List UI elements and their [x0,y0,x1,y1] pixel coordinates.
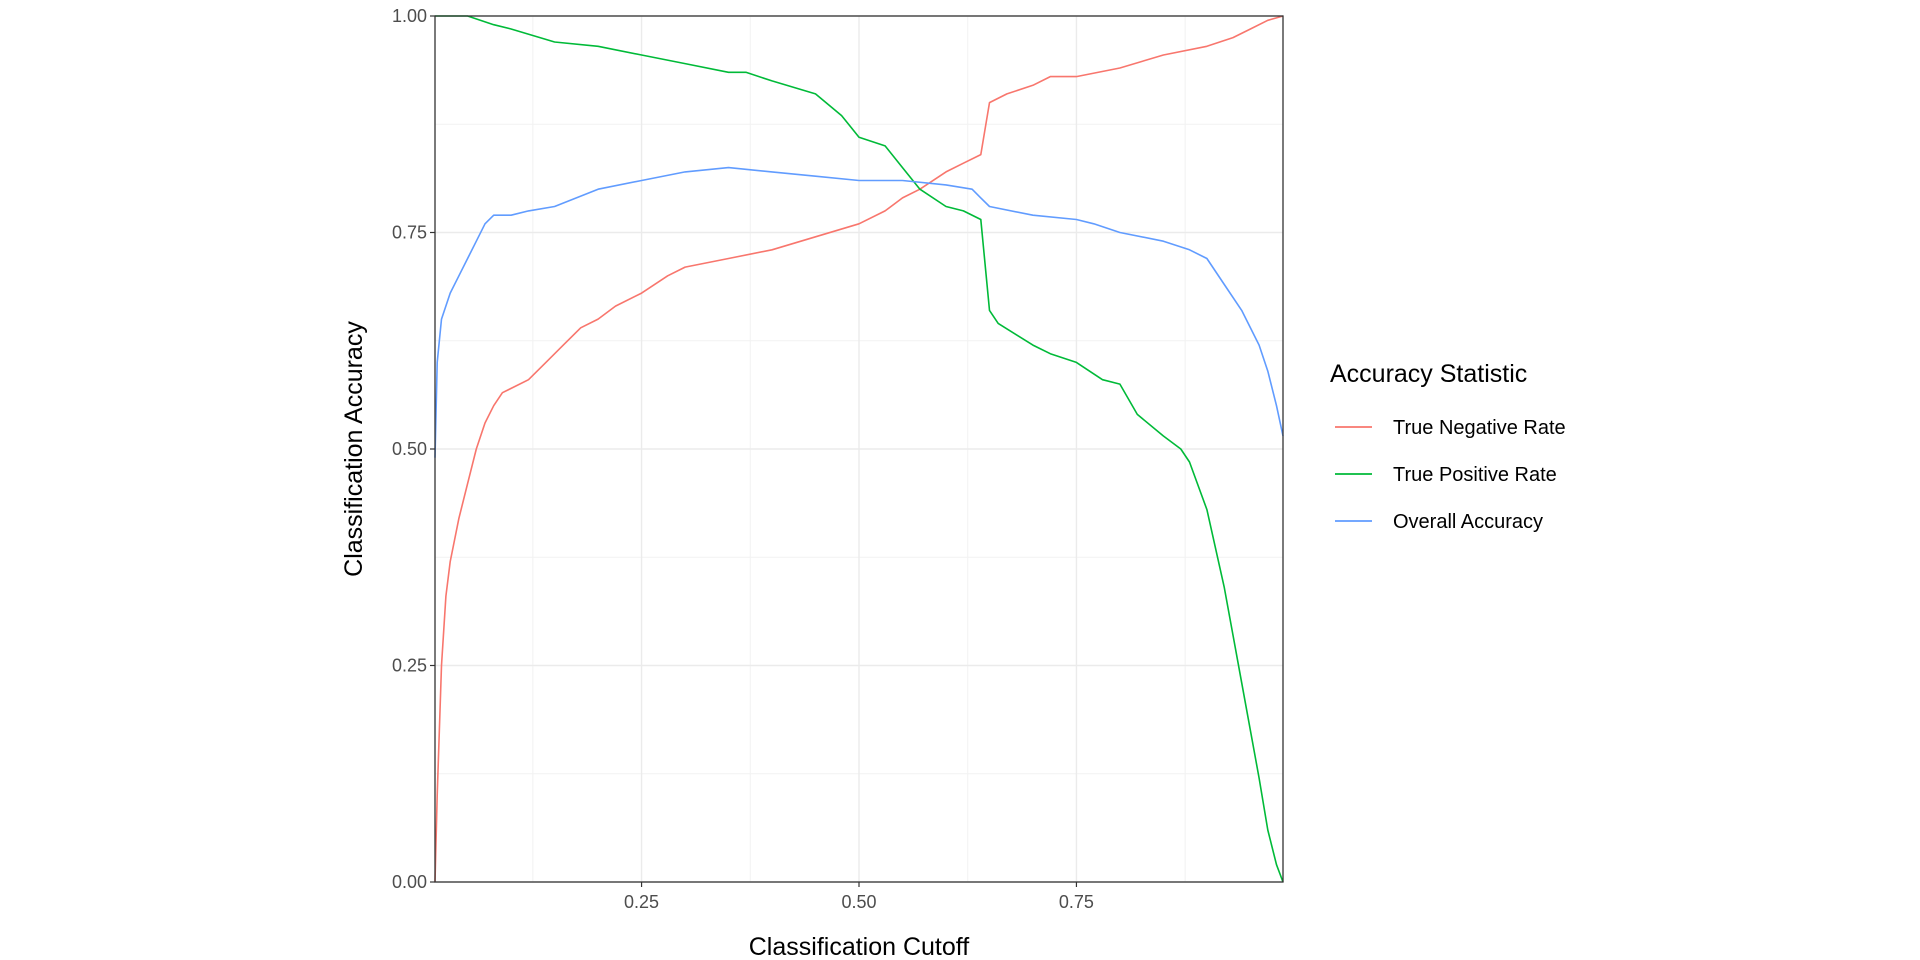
legend-label-2: Overall Accuracy [1393,511,1543,533]
x-axis-title: Classification Cutoff [749,933,970,960]
x-tick-label: 0.50 [841,892,876,912]
x-tick-label: 0.75 [1059,892,1094,912]
y-tick-label: 0.00 [392,872,427,892]
y-axis: 0.00 0.25 0.50 0.75 1.00 [392,6,435,892]
legend-title: Accuracy Statistic [1330,360,1527,388]
major-gridlines [435,15,1283,883]
y-axis-title: Classification Accuracy [340,321,368,577]
legend: Accuracy Statistic True Negative Rate Tru… [1330,360,1566,533]
series-line-0 [434,15,1284,883]
y-tick-label: 0.25 [392,656,427,676]
x-tick-label: 0.25 [624,892,659,912]
x-axis: 0.25 0.50 0.75 [624,882,1094,912]
y-tick-label: 1.00 [392,6,427,26]
series-lines [434,15,1284,883]
legend-label-1: True Positive Rate [1393,464,1557,486]
legend-label-0: True Negative Rate [1393,417,1566,439]
series-line-2 [434,166,1284,458]
y-tick-label: 0.75 [392,223,427,243]
y-tick-label: 0.50 [392,439,427,459]
series-line-1 [435,15,1284,883]
